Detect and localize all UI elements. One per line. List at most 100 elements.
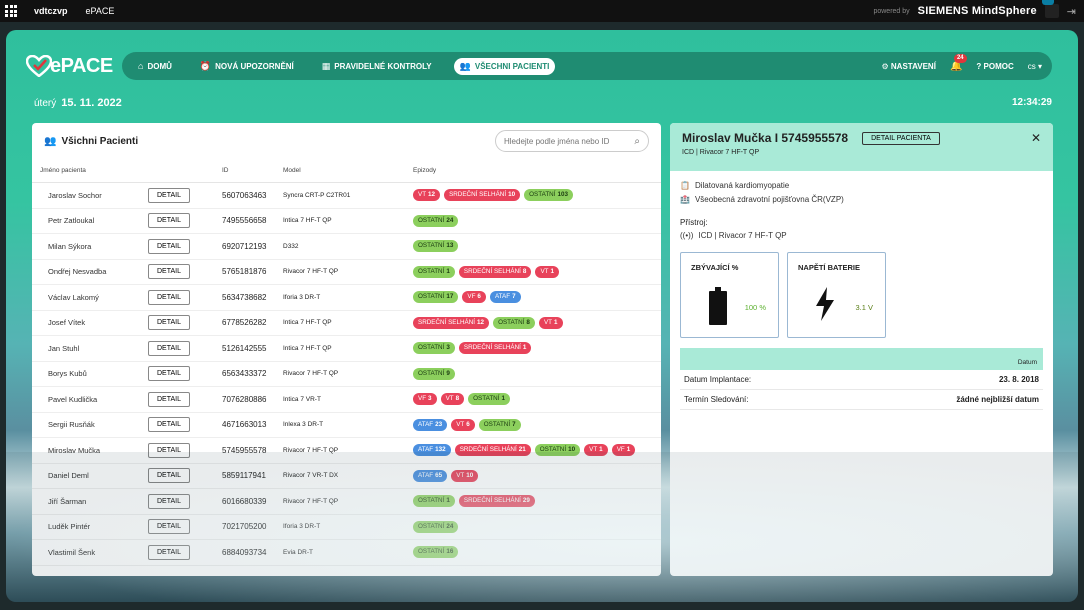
episode-chip[interactable]: OSTATNÍ 24 (413, 520, 459, 533)
episode-chip[interactable]: OSTATNÍ 24 (413, 214, 459, 227)
episode-chip[interactable]: OSTATNÍ 1 (413, 265, 455, 278)
nav-settings[interactable]: ⚙ NASTAVENÍ (881, 61, 936, 71)
episode-chip[interactable]: OSTATNÍ 3 (413, 342, 455, 355)
nav-new-alerts[interactable]: ⏰ NOVÁ UPOZORNĚNÍ (194, 58, 300, 75)
patient-id: 6884093734 (222, 547, 267, 557)
detail-button[interactable]: DETAIL (148, 442, 190, 458)
patient-id: 6778526282 (222, 318, 267, 328)
episode-chip[interactable]: VT 8 (440, 393, 465, 406)
table-row[interactable]: Ondřej Nesvadba DETAIL 5765181876 Rivacor 7… (32, 260, 661, 285)
detail-button[interactable]: DETAIL (148, 544, 190, 560)
battery-icon (709, 287, 727, 325)
episode-chip[interactable]: OSTATNÍ 9 (413, 367, 455, 380)
table-row[interactable]: Borys Kubů DETAIL 6563433372 Rivacor 7 HF-T… (32, 362, 661, 387)
episode-chip[interactable]: VF 1 (611, 444, 636, 457)
table-row[interactable]: Daniel Deml DETAIL 5859117941 Rivacor 7 VR-… (32, 464, 661, 489)
detail-button[interactable]: DETAIL (148, 366, 190, 382)
episode-chip[interactable]: OSTATNÍ 1 (413, 495, 455, 508)
patient-id: 7076280886 (222, 394, 267, 404)
nav-help[interactable]: ? POMOC (976, 61, 1014, 71)
detail-button[interactable]: DETAIL (148, 340, 190, 356)
detail-button[interactable]: DETAIL (148, 187, 190, 203)
detail-button[interactable]: DETAIL (148, 391, 190, 407)
episode-chip[interactable]: SRDEČNÍ SELHÁNÍ 29 (458, 495, 535, 508)
episode-chip[interactable]: ATAF 132 (413, 444, 451, 457)
nav-home[interactable]: ⌂ DOMŮ (132, 58, 178, 74)
detail-button[interactable]: DETAIL (148, 238, 190, 254)
episode-chip[interactable]: VF 3 (413, 393, 437, 406)
episode-chip[interactable]: OSTATNÍ 7 (478, 418, 521, 431)
header-episodes[interactable]: Epizody (413, 167, 437, 174)
episode-chip[interactable]: OSTATNÍ 103 (524, 189, 573, 202)
language-select[interactable]: cs ▾ (1027, 61, 1042, 71)
episode-chip[interactable]: SRDEČNÍ SELHÁNÍ 10 (444, 189, 521, 202)
episode-chip[interactable]: OSTATNÍ 16 (413, 546, 459, 559)
table-row[interactable]: Jaroslav Sochor DETAIL 5607063463 Syncra CR… (32, 183, 661, 209)
episode-chip[interactable]: VT 10 (451, 469, 479, 482)
device-model: Rivacor 7 HF-T QP (283, 446, 339, 454)
user-icon[interactable] (1044, 4, 1059, 18)
notifications-bell[interactable]: 🔔 24 (950, 53, 967, 72)
table-row[interactable]: Pavel Kudlička DETAIL 7076280886 Intica 7 V… (32, 387, 661, 413)
detail-button[interactable]: DETAIL (148, 417, 190, 433)
episode-chip[interactable]: SRDEČNÍ SELHÁNÍ 1 (458, 342, 532, 355)
header-name[interactable]: Jméno pacienta (40, 167, 86, 174)
episode-chip[interactable]: SRDEČNÍ SELHÁNÍ 21 (454, 444, 531, 457)
episodes: OSTATNÍ 9 (413, 367, 661, 380)
episode-chip[interactable]: OSTATNÍ 10 (534, 444, 581, 457)
wireless-icon: ((•)) (680, 231, 694, 240)
patient-detail-button[interactable]: DETAIL PACIENTA (862, 131, 940, 145)
logout-icon[interactable]: ⇥ (1066, 5, 1076, 18)
close-icon[interactable]: ✕ (1030, 131, 1041, 145)
detail-button[interactable]: DETAIL (148, 519, 190, 535)
episode-chip[interactable]: OSTATNÍ 8 (493, 316, 535, 329)
device-model: Intica 7 HF-T QP (283, 344, 332, 352)
episode-chip[interactable]: VT 1 (538, 316, 563, 329)
episode-chip[interactable]: VF 6 (462, 291, 486, 304)
detail-button[interactable]: DETAIL (148, 264, 190, 280)
episode-chip[interactable]: OSTATNÍ 13 (413, 240, 459, 253)
home-icon: ⌂ (138, 61, 144, 71)
detail-button[interactable]: DETAIL (148, 213, 190, 229)
episode-chip[interactable]: OSTATNÍ 1 (468, 393, 510, 406)
header-id[interactable]: ID (222, 167, 229, 174)
episodes: VF 3 VT 8 OSTATNÍ 1 (413, 393, 661, 406)
episode-chip[interactable]: VT 12 (413, 189, 441, 202)
search-input[interactable] (504, 136, 635, 146)
header-model[interactable]: Model (283, 167, 301, 174)
episode-chip[interactable]: ATAF 23 (413, 418, 448, 431)
episode-chip[interactable]: SRDEČNÍ SELHÁNÍ 12 (413, 316, 490, 329)
episode-chip[interactable]: ATAF 65 (413, 469, 448, 482)
table-row[interactable]: Miroslav Mučka DETAIL 5745955578 Rivacor 7 … (32, 438, 661, 464)
episode-chip[interactable]: VT 1 (535, 265, 559, 278)
table-row[interactable]: Josef Vítek DETAIL 6778526282 Intica 7 HF-T… (32, 311, 661, 336)
table-row[interactable]: Milan Sýkora DETAIL 6920712193 D332 OSTATNÍ 1… (32, 234, 661, 260)
detail-button[interactable]: DETAIL (148, 493, 190, 509)
table-row[interactable]: Sergii Rusňák DETAIL 4671663013 Inlexa 3 DR… (32, 413, 661, 438)
episode-chip[interactable]: VT 1 (584, 444, 608, 457)
table-row[interactable]: Jan Stuhl DETAIL 5126142555 Intica 7 HF-T Q… (32, 336, 661, 362)
episode-chip[interactable]: SRDEČNÍ SELHÁNÍ 8 (458, 265, 532, 278)
detail-button[interactable]: DETAIL (148, 315, 190, 331)
device-model: Syncra CRT-P C2TR01 (283, 191, 351, 199)
clipboard-icon: 📋 (680, 181, 690, 190)
search-icon[interactable]: ⌕ (634, 135, 640, 147)
detail-button[interactable]: DETAIL (148, 468, 190, 484)
app-name[interactable]: ePACE (85, 6, 115, 16)
episode-chip[interactable]: VT 6 (451, 418, 475, 431)
epace-logo[interactable]: e PACE (26, 55, 113, 78)
episode-chip[interactable]: ATAF 7 (489, 291, 521, 304)
episode-chip[interactable]: OSTATNÍ 17 (413, 291, 459, 304)
nav-all-patients[interactable]: 👥 VŠECHNI PACIENTI (453, 57, 556, 75)
table-row[interactable]: Vlastimil Šenk DETAIL 6884093734 Evia DR-T O… (32, 540, 661, 566)
nav-regular-checks[interactable]: ▦ PRAVIDELNÉ KONTROLY (316, 58, 438, 75)
table-row[interactable]: Petr Zatloukal DETAIL 7495556658 Intica 7 H… (32, 209, 661, 234)
system-bar: vdtczvp ePACE powered by SIEMENS MindSph… (0, 0, 1084, 22)
gear-icon: ⚙ (881, 61, 889, 71)
clock: 12:34:29 (1011, 97, 1052, 108)
table-row[interactable]: Václav Lakomý DETAIL 5634738682 Iforia 3 DR… (32, 285, 661, 311)
app-launcher-icon[interactable] (0, 0, 22, 22)
detail-button[interactable]: DETAIL (148, 289, 190, 305)
table-row[interactable]: Luděk Pintér DETAIL 7021705200 Iforia 3 DR-… (32, 515, 661, 540)
table-row[interactable]: Jiří Šarman DETAIL 6016680339 Rivacor 7 HF-… (32, 489, 661, 515)
